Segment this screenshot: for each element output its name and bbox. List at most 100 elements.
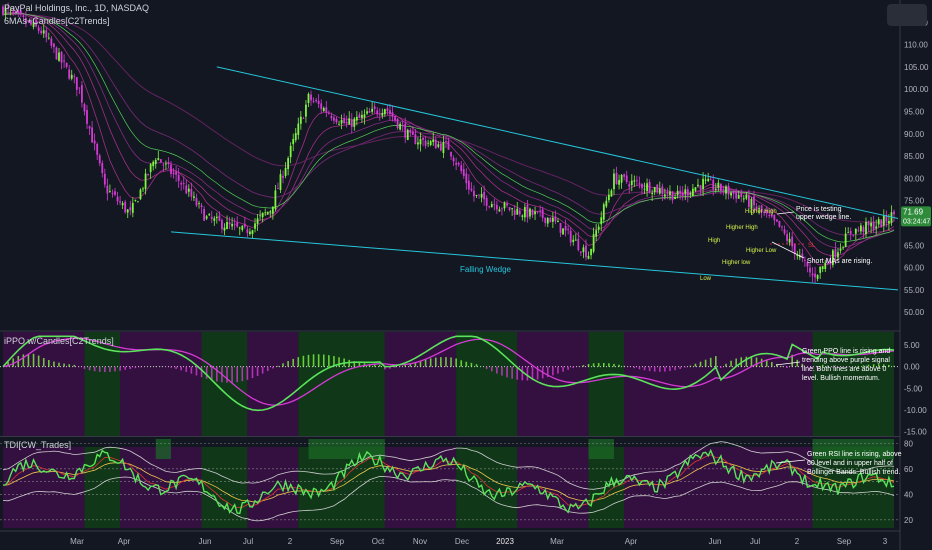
candle xyxy=(722,191,725,193)
ppo-histogram-bar xyxy=(562,366,564,372)
candle xyxy=(860,225,862,232)
candle xyxy=(96,144,99,155)
ppo-zone xyxy=(247,332,299,436)
candle xyxy=(735,191,738,199)
ppo-histogram-bar xyxy=(745,356,748,367)
candle xyxy=(58,52,60,61)
ppo-histogram-bar xyxy=(328,355,330,367)
ppo-histogram-bar xyxy=(602,362,605,367)
ppo-histogram-bar xyxy=(658,366,661,372)
candle xyxy=(233,224,236,226)
candle xyxy=(452,157,455,162)
candle xyxy=(615,172,618,184)
candle xyxy=(305,104,307,117)
candle xyxy=(264,212,267,214)
ppo-histogram-bar xyxy=(771,362,773,367)
candle xyxy=(19,10,22,15)
ppo-histogram-bar xyxy=(37,355,40,367)
candle xyxy=(870,222,872,227)
time-axis-label: Dec xyxy=(455,537,469,546)
candle xyxy=(289,145,292,158)
candle xyxy=(210,216,213,219)
price-axis-label: 60.00 xyxy=(904,264,925,273)
candle xyxy=(597,226,600,230)
ppo-histogram-bar xyxy=(613,363,615,367)
candle xyxy=(98,155,101,164)
candle xyxy=(473,190,475,197)
ppo-histogram-bar xyxy=(272,366,274,369)
candle xyxy=(111,193,114,194)
candle xyxy=(22,15,25,17)
candle xyxy=(348,118,351,125)
ppo-histogram-bar xyxy=(338,357,340,367)
candle xyxy=(857,229,860,231)
candle xyxy=(401,124,404,126)
ppo-histogram-bar xyxy=(592,363,595,367)
ppo-histogram-bar xyxy=(531,366,534,381)
candle xyxy=(485,197,488,206)
ppo-histogram-bar xyxy=(180,366,182,371)
time-axis-label: Sep xyxy=(330,537,345,546)
ppo-histogram-bar xyxy=(470,362,473,367)
tdi-axis-label: 80 xyxy=(904,439,913,448)
candle xyxy=(343,118,346,124)
candle xyxy=(78,87,81,89)
ppo-histogram-bar xyxy=(7,361,9,367)
candle xyxy=(200,205,203,208)
toolbar-button[interactable] xyxy=(887,4,927,26)
ppo-histogram-bar xyxy=(883,364,885,367)
candle xyxy=(663,194,666,197)
tdi-axis-label: 20 xyxy=(904,516,913,525)
candle xyxy=(633,180,636,182)
candle xyxy=(121,203,124,206)
candle xyxy=(14,10,17,12)
ppo-histogram-bar xyxy=(93,366,96,372)
candle xyxy=(208,214,211,216)
candle xyxy=(506,203,508,206)
ppo-histogram-bar xyxy=(506,366,508,378)
note-ppo: Green PPO line is rising and xyxy=(802,348,890,355)
annotation-higher-low: Higher Low xyxy=(746,248,777,254)
price-axis-label: 50.00 xyxy=(904,308,925,317)
ppo-histogram-bar xyxy=(552,366,554,376)
candle xyxy=(218,215,221,221)
candle xyxy=(116,196,119,202)
candle xyxy=(551,217,554,222)
candle xyxy=(699,185,702,190)
ppo-histogram-bar xyxy=(226,366,228,383)
candle xyxy=(745,194,748,199)
ppo-histogram-bar xyxy=(496,366,498,374)
candle xyxy=(165,163,167,165)
candle xyxy=(284,167,287,176)
ppo-histogram-bar xyxy=(623,365,625,367)
candle xyxy=(282,175,284,178)
candle xyxy=(269,211,272,213)
candle xyxy=(602,204,605,220)
tdi-highlight xyxy=(812,439,894,459)
candle xyxy=(345,121,348,124)
candle xyxy=(610,190,613,197)
candle xyxy=(103,173,106,185)
candle xyxy=(17,10,20,13)
candle xyxy=(287,158,290,169)
candle xyxy=(320,103,323,110)
candle xyxy=(796,255,799,256)
ppo-histogram-bar xyxy=(704,359,707,367)
candle xyxy=(628,184,631,187)
annotation-higher-high: Higher High xyxy=(745,209,777,215)
ppo-histogram-bar xyxy=(842,366,844,368)
candle xyxy=(867,221,870,226)
candle xyxy=(114,191,116,195)
candle xyxy=(768,215,771,216)
time-axis-label: Jun xyxy=(709,537,722,546)
ppo-histogram-bar xyxy=(511,366,513,379)
candle xyxy=(513,210,516,215)
ppo-histogram-bar xyxy=(653,366,656,372)
candle xyxy=(203,208,206,221)
time-axis-label: Oct xyxy=(372,537,385,546)
ppo-line xyxy=(2,335,895,412)
candle xyxy=(442,142,445,153)
candle xyxy=(834,249,837,258)
candle xyxy=(383,109,386,115)
